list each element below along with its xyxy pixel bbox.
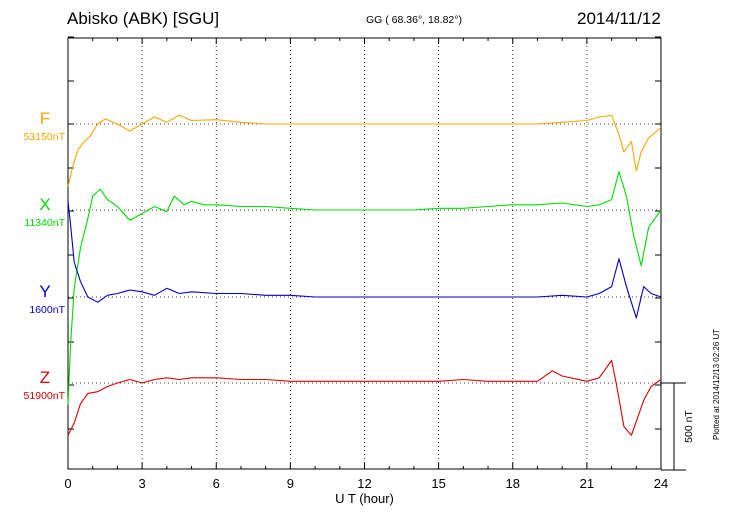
x-tick-label: 6 bbox=[213, 476, 220, 491]
date-label: 2014/11/12 bbox=[577, 9, 661, 28]
x-tick-label: 24 bbox=[654, 476, 668, 491]
series-line-f bbox=[67, 114, 662, 187]
x-tick-label: 0 bbox=[64, 476, 71, 491]
baseline-label-y: 1600nT bbox=[29, 304, 65, 316]
x-axis-label: U T (hour) bbox=[335, 491, 394, 506]
x-tick-label: 3 bbox=[139, 476, 146, 491]
x-tick-label: 12 bbox=[357, 476, 371, 491]
x-tick-label: 21 bbox=[580, 476, 594, 491]
scale-bar-label: 500 nT bbox=[683, 410, 695, 443]
baseline-label-x: 11340nT bbox=[24, 217, 65, 229]
series-line-x bbox=[67, 171, 662, 405]
series-name-x: X bbox=[39, 195, 50, 214]
baseline-label-f: 53150nT bbox=[24, 131, 66, 143]
x-tick-label: 18 bbox=[506, 476, 520, 491]
series-name-f: F bbox=[40, 109, 50, 128]
series-name-z: Z bbox=[40, 368, 50, 387]
x-tick-label: 9 bbox=[287, 476, 294, 491]
station-title: Abisko (ABK) [SGU] bbox=[67, 9, 220, 28]
station-coordinates: GG ( 68.36°, 18.82°) bbox=[366, 14, 462, 26]
series-line-y bbox=[67, 201, 662, 319]
series-name-y: Y bbox=[39, 282, 50, 301]
x-tick-label: 15 bbox=[431, 476, 445, 491]
series-line-z bbox=[67, 359, 662, 436]
baseline-label-z: 51900nT bbox=[24, 390, 66, 402]
